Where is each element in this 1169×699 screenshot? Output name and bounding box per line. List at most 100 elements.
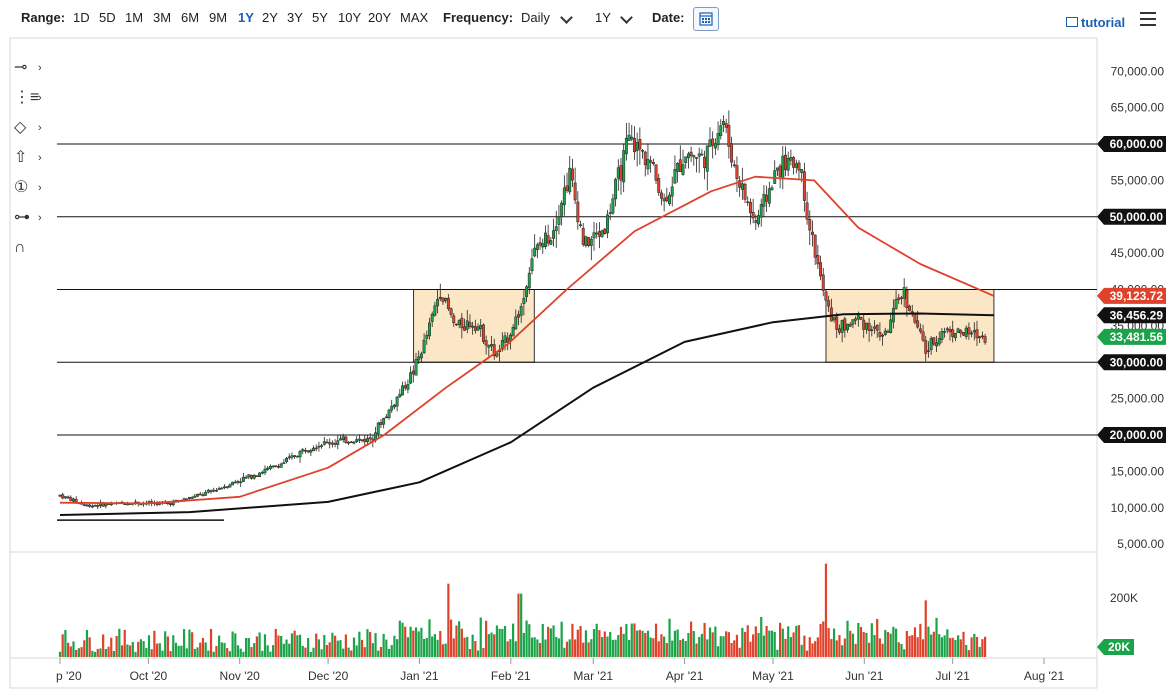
frequency-select[interactable]: Daily [521,10,550,25]
candle-body [595,232,599,235]
candle-body [889,319,893,333]
candle-body [870,329,874,332]
candle-body [700,153,704,156]
candle-body [816,255,820,265]
candle-body [813,234,817,258]
crosshair-tool[interactable]: › ⊸ [10,56,50,80]
candle-body [419,353,423,359]
volume-bar [954,639,957,657]
range-button-3m[interactable]: 3M [153,10,172,25]
magnet-tool[interactable]: ∩ [10,236,50,260]
volume-bar [422,638,426,657]
candle-body [875,324,879,331]
candle-body [665,196,669,202]
volume-bar [137,641,140,657]
price-level-tag [1097,354,1166,371]
volume-bar [843,638,846,657]
volume-bar [91,650,94,657]
candle-body [69,497,73,502]
calendar-icon[interactable] [693,7,719,31]
volume-bar [342,648,345,657]
volume-bar [838,635,841,657]
trend-line-tool[interactable]: › ⋮≡ [10,86,50,110]
range-button-10y[interactable]: 10Y [338,10,362,25]
candle-body [562,187,566,206]
volume-bar [158,643,161,657]
range-button-1d[interactable]: 1D [73,10,90,25]
arrow-tool[interactable]: › ⇧ [10,146,50,170]
candle-body [473,326,477,331]
candle-body [722,121,725,125]
candle-body [258,472,262,477]
candle-body [428,322,431,337]
price-level-tag [1097,328,1166,345]
range-button-5y[interactable]: 5Y [312,10,328,25]
period-select[interactable]: 1Y [595,10,611,25]
candle-body [829,307,833,322]
candle-body [436,298,440,307]
volume-bar [285,639,288,657]
volume-bar [611,639,614,657]
candle-body [444,298,448,301]
volume-bar [522,632,525,657]
volume-bar [781,628,784,657]
volume-bar [490,632,493,657]
volume-bar [932,631,935,657]
volume-bar [336,640,339,657]
candle-body [732,164,736,166]
volume-bar [598,630,601,657]
volume-bar [72,641,75,657]
volume-bar [727,632,730,657]
range-button-1m[interactable]: 1M [125,10,144,25]
candle-body [619,165,623,181]
candle-body [206,489,210,493]
fibonacci-tool[interactable]: › ⊶ [10,206,50,230]
annotation-tool[interactable]: › ① [10,176,50,200]
range-button-2y[interactable]: 2Y [262,10,278,25]
range-button-3y[interactable]: 3Y [287,10,303,25]
candle-body [347,441,351,444]
candle-body [479,325,483,329]
range-button-6m[interactable]: 6M [181,10,200,25]
candle-body [695,157,698,159]
volume-bar [455,625,458,657]
volume-bar [757,632,760,657]
volume-bar [768,630,771,657]
volume-bar [916,637,919,657]
volume-bar [946,629,949,657]
candle-body [765,194,769,202]
volume-bar [792,632,795,657]
candle-body [190,497,194,499]
candle-body [452,315,456,324]
volume-bar [304,647,307,657]
volume-bar [657,641,660,657]
volume-bar [695,643,698,657]
volume-bar [652,638,655,657]
tutorial-link[interactable]: tutorial [1081,15,1126,30]
candle-body [460,317,464,329]
range-button-20y[interactable]: 20Y [368,10,392,25]
candle-body [384,416,388,419]
shape-tool[interactable]: › ◇ [10,116,50,140]
date-tick-label: Mar '21 [573,669,613,683]
candle-body [713,143,717,149]
volume-bar [619,626,623,657]
candle-body [735,165,739,179]
volume-bar [609,632,612,657]
volume-bar [352,637,356,657]
volume-bar [315,633,318,657]
tutorial-film-icon[interactable] [1066,17,1078,27]
volume-bar [333,635,337,657]
range-button-5d[interactable]: 5D [99,10,116,25]
volume-bar [725,631,728,657]
hamburger-menu-icon[interactable] [1140,12,1156,26]
volume-bar [881,643,884,657]
volume-bar [903,649,906,657]
range-button-9m[interactable]: 9M [209,10,228,25]
volume-bar [811,643,814,657]
range-button-max[interactable]: MAX [400,10,429,25]
volume-bar [347,647,350,657]
range-button-1y[interactable]: 1Y [238,10,254,25]
volume-bar [690,621,693,657]
